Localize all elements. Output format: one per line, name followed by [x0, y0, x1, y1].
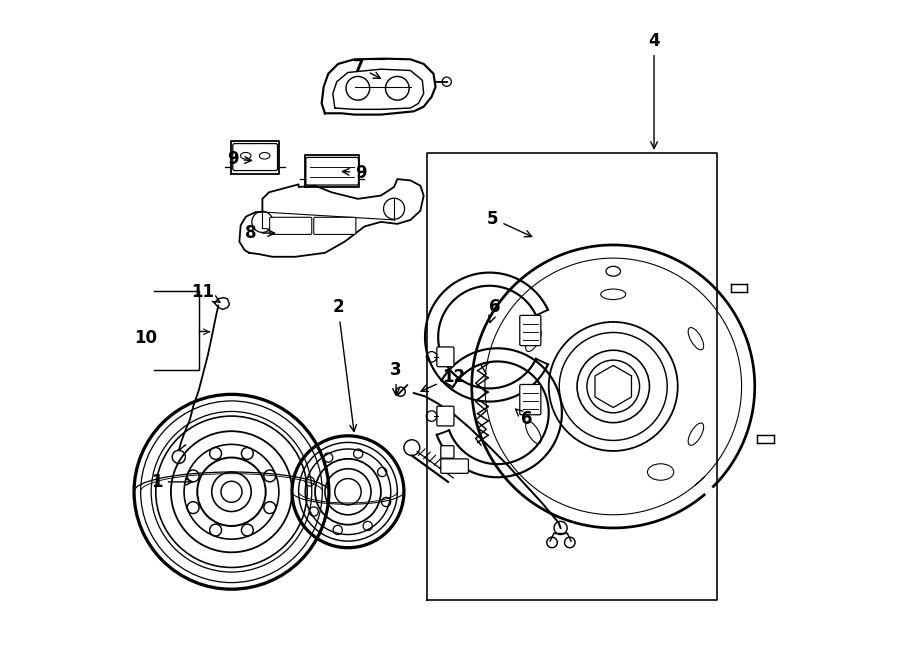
Text: 2: 2: [332, 299, 356, 432]
Text: 9: 9: [227, 150, 251, 169]
FancyBboxPatch shape: [436, 347, 454, 367]
FancyBboxPatch shape: [314, 217, 356, 235]
Text: 3: 3: [391, 361, 401, 395]
Text: 1: 1: [151, 473, 193, 491]
FancyBboxPatch shape: [233, 143, 277, 171]
Text: 4: 4: [648, 32, 660, 149]
Text: 6: 6: [489, 299, 500, 323]
Circle shape: [404, 440, 419, 455]
Text: 8: 8: [246, 224, 274, 242]
FancyBboxPatch shape: [306, 157, 358, 185]
Text: 7: 7: [354, 58, 381, 79]
Text: 12: 12: [421, 368, 465, 391]
Text: 5: 5: [487, 210, 532, 237]
Text: 9: 9: [342, 163, 367, 182]
Text: 6: 6: [516, 409, 533, 428]
FancyBboxPatch shape: [520, 385, 541, 414]
Text: 11: 11: [192, 284, 220, 302]
FancyBboxPatch shape: [436, 407, 454, 426]
FancyBboxPatch shape: [441, 446, 454, 458]
FancyBboxPatch shape: [520, 315, 541, 346]
FancyBboxPatch shape: [270, 217, 311, 235]
FancyBboxPatch shape: [441, 459, 468, 473]
Text: 10: 10: [134, 329, 158, 348]
